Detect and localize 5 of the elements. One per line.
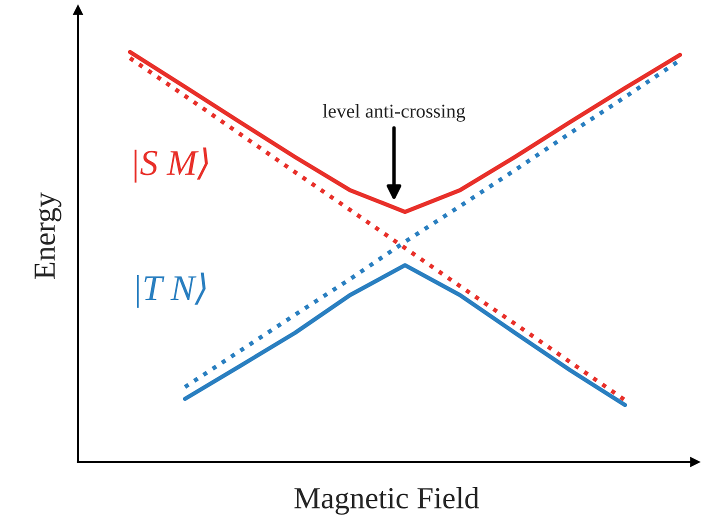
annotation: level anti-crossing <box>322 104 466 122</box>
y-axis-title: Energy <box>34 192 62 279</box>
series-label: |T N⟩ <box>136 272 206 308</box>
x-axis-title: Magnetic Field <box>294 487 480 515</box>
series-label: |S M⟩ <box>134 147 208 183</box>
